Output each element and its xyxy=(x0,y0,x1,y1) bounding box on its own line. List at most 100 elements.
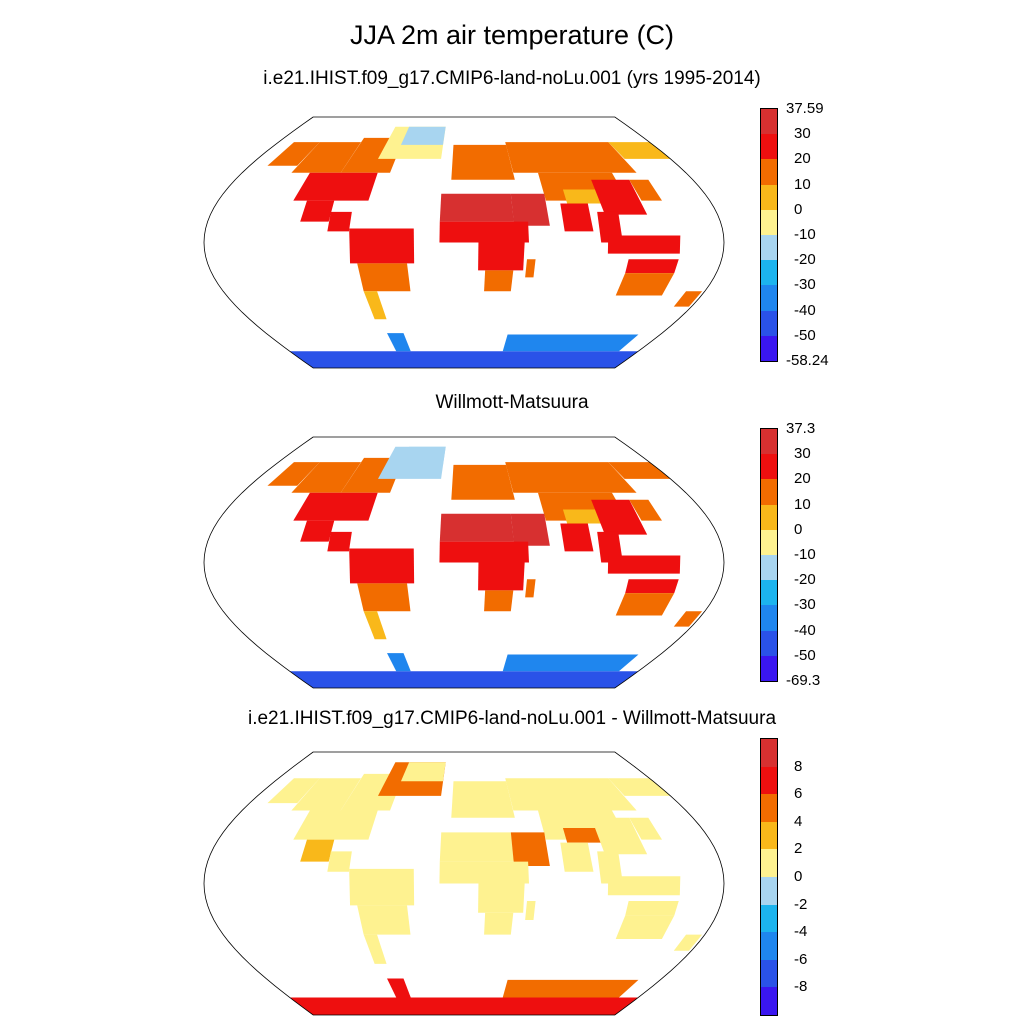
colorbar-label: 8 xyxy=(794,757,803,775)
land-cell xyxy=(327,211,352,232)
land-cell xyxy=(625,579,679,594)
land-cell xyxy=(510,513,550,546)
map-outline xyxy=(203,751,725,1016)
map-3 xyxy=(203,751,725,1016)
colorbar-box xyxy=(761,821,777,850)
land-cell xyxy=(439,513,514,542)
colorbar-label: 37.3 xyxy=(786,420,816,437)
land-cell xyxy=(591,817,648,855)
land-cell xyxy=(510,193,550,226)
land-cell xyxy=(560,203,594,232)
colorbar-frame xyxy=(760,108,778,362)
colorbar-box xyxy=(761,109,777,135)
land-cell xyxy=(439,193,514,222)
land-cell xyxy=(673,291,703,307)
colorbar-box xyxy=(761,555,777,581)
land-cell xyxy=(478,883,525,913)
colorbar-box xyxy=(761,454,777,480)
land-cell xyxy=(293,492,378,521)
colorbar-box xyxy=(761,630,777,657)
colorbar-box xyxy=(761,134,777,160)
land-cell xyxy=(505,142,637,173)
land-cell xyxy=(629,817,663,840)
land-cell xyxy=(597,531,623,563)
land-cell xyxy=(478,562,525,591)
colorbar-box xyxy=(761,209,777,236)
colorbar-box xyxy=(761,159,777,186)
land-cell xyxy=(615,915,675,940)
land-cell xyxy=(478,242,525,271)
colorbar-frame xyxy=(760,738,778,1016)
colorbar-box xyxy=(761,932,777,961)
land-cell xyxy=(439,832,514,862)
land-cell xyxy=(562,827,602,843)
colorbar-box xyxy=(761,655,777,682)
map-outline xyxy=(203,436,725,689)
panel-1-subtitle: i.e21.IHIST.f09_g17.CMIP6-land-noLu.001 … xyxy=(263,68,761,89)
colorbar-box xyxy=(761,794,777,823)
colorbar-label: -69.3 xyxy=(786,672,821,689)
map-2 xyxy=(203,436,725,689)
land-cell xyxy=(387,978,411,998)
land-cell xyxy=(400,762,446,782)
colorbar-label: -4 xyxy=(794,923,808,941)
land-cell xyxy=(505,778,637,811)
colorbar-box xyxy=(761,959,777,988)
land-cell xyxy=(673,934,703,951)
land-cell xyxy=(267,142,320,166)
colorbar-label: -2 xyxy=(794,895,808,913)
land-cell xyxy=(267,462,320,486)
panel-3-subtitle: i.e21.IHIST.f09_g17.CMIP6-land-noLu.001 … xyxy=(247,708,777,729)
land-cell xyxy=(300,200,335,222)
land-cell xyxy=(484,590,514,612)
colorbar-label: 30 xyxy=(794,125,811,143)
colorbar-label: 4 xyxy=(794,812,803,830)
colorbar-box xyxy=(761,766,777,795)
colorbar-box xyxy=(761,235,777,261)
colorbar-box xyxy=(761,987,777,1016)
colorbar-label: 0 xyxy=(794,868,803,885)
land-cell xyxy=(327,531,352,552)
land-cell xyxy=(502,979,639,998)
land-cell xyxy=(300,520,335,542)
land-cell xyxy=(300,839,335,862)
land-cell xyxy=(289,671,639,688)
land-cell xyxy=(484,270,514,292)
colorbar-label: -40 xyxy=(794,301,816,319)
panel-2-subtitle: Willmott-Matsuura xyxy=(435,392,589,413)
colorbar-label: 0 xyxy=(794,200,803,218)
colorbar-box xyxy=(761,739,777,768)
land-cell xyxy=(629,499,663,521)
land-cell xyxy=(400,126,446,145)
colorbar-label: -10 xyxy=(794,226,816,243)
land-cell xyxy=(349,228,415,264)
land-cell xyxy=(607,876,681,896)
land-cell xyxy=(439,541,529,563)
land-cell xyxy=(327,851,352,872)
land-cell xyxy=(387,333,411,352)
land-cell xyxy=(357,263,411,292)
map-1 xyxy=(203,116,725,369)
land-cell xyxy=(451,781,515,818)
land-cell xyxy=(400,446,446,465)
colorbar-label: -20 xyxy=(794,251,816,269)
colorbar-box xyxy=(761,605,777,632)
land-cell xyxy=(673,611,703,627)
land-cell xyxy=(357,905,411,935)
land-cell xyxy=(387,653,411,672)
colorbar-box xyxy=(761,310,777,337)
land-cell xyxy=(608,462,671,479)
land-cell xyxy=(591,499,648,535)
colorbar-label: -30 xyxy=(794,596,816,614)
colorbar-label: -8 xyxy=(794,978,808,996)
colorbar-box xyxy=(761,479,777,506)
colorbar-box xyxy=(761,429,777,455)
colorbar-box xyxy=(761,877,777,906)
land-cell xyxy=(505,462,637,493)
land-cell xyxy=(597,851,623,884)
land-cell xyxy=(267,778,320,804)
colorbar-label: 0 xyxy=(794,520,803,538)
land-cell xyxy=(560,842,594,872)
